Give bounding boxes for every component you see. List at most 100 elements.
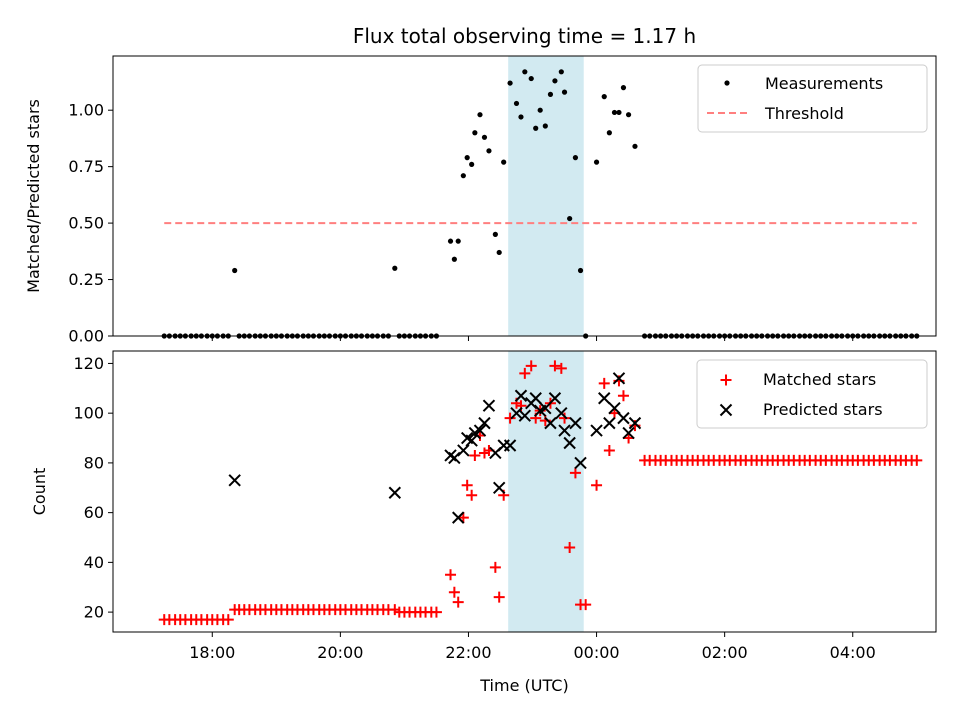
measurement-point bbox=[501, 159, 507, 165]
y-tick-label: 0.50 bbox=[68, 214, 104, 233]
predicted-star-point bbox=[612, 372, 626, 385]
matched-star-point bbox=[493, 591, 505, 603]
y-tick-label: 0.00 bbox=[68, 327, 104, 346]
x-tick-label: 22:00 bbox=[445, 643, 491, 662]
predicted-star-point bbox=[617, 411, 630, 425]
measurement-point bbox=[552, 78, 558, 84]
flux-axes-frame bbox=[112, 55, 937, 337]
legend-matched-marker bbox=[720, 374, 732, 386]
measurement-point bbox=[567, 215, 573, 222]
measurement-point bbox=[616, 109, 622, 116]
measurement-point bbox=[577, 267, 584, 274]
matched-star-point bbox=[591, 479, 603, 491]
measurement-point bbox=[611, 109, 618, 116]
measurement-point bbox=[392, 265, 398, 271]
predicted-star-point bbox=[603, 416, 616, 430]
predicted-star-point bbox=[539, 401, 552, 415]
count-legend: Matched stars Predicted stars bbox=[696, 359, 928, 429]
y-tick-label: 1.00 bbox=[68, 101, 104, 120]
predicted-star-point bbox=[465, 434, 478, 447]
measurement-point bbox=[451, 256, 457, 262]
matched-star-point bbox=[457, 512, 469, 524]
measurement-point bbox=[561, 89, 568, 95]
count-panel: 20 40 60 80 100 120 18:00 20:00 22:00 00:00 02:00… bbox=[30, 350, 937, 695]
legend-predicted-label: Predicted stars bbox=[763, 400, 883, 419]
measurement-point bbox=[455, 238, 461, 244]
matched-star-point bbox=[466, 489, 478, 501]
matched-star-point bbox=[559, 412, 571, 424]
x-tick-label: 00:00 bbox=[573, 643, 619, 662]
predicted-star-point bbox=[548, 392, 562, 405]
predicted-star-point bbox=[628, 416, 642, 430]
predicted-star-point bbox=[622, 426, 635, 440]
predicted-star-point bbox=[608, 401, 621, 415]
x-tick-label: 20:00 bbox=[317, 643, 363, 662]
y-tick-label: 120 bbox=[73, 354, 104, 373]
measurement-point bbox=[472, 130, 478, 136]
predicted-star-point bbox=[598, 392, 611, 405]
measurement-point bbox=[620, 85, 627, 91]
matched-star-point bbox=[448, 586, 460, 598]
measurement-point bbox=[447, 238, 454, 244]
predicted-star-point bbox=[492, 481, 506, 494]
matched-star-point bbox=[911, 454, 923, 466]
measurement-point bbox=[507, 80, 513, 86]
matched-star-point bbox=[525, 360, 537, 372]
count-axes-frame bbox=[112, 350, 937, 633]
measurement-point bbox=[528, 75, 534, 82]
count-legend-box bbox=[696, 359, 928, 429]
predicted-star-point bbox=[388, 486, 402, 499]
matched-star-point bbox=[430, 606, 442, 618]
measurement-point bbox=[606, 130, 612, 136]
predicted-stars-points bbox=[228, 372, 642, 524]
predicted-star-point bbox=[457, 444, 470, 457]
measurement-point bbox=[593, 159, 600, 165]
flux-observing-window-span bbox=[508, 56, 584, 336]
matched-star-point bbox=[452, 596, 464, 608]
y-tick-label: 80 bbox=[84, 453, 104, 472]
predicted-star-point bbox=[555, 406, 568, 420]
measurement-point bbox=[477, 112, 483, 118]
measurement-point bbox=[632, 143, 638, 149]
matched-star-point bbox=[445, 569, 457, 581]
y-tick-label: 20 bbox=[84, 603, 104, 622]
matched-star-point bbox=[598, 377, 610, 389]
flux-legend: Measurements Threshold bbox=[697, 64, 928, 133]
count-y-axis-label: Count bbox=[30, 468, 49, 516]
predicted-star-point bbox=[478, 416, 491, 430]
legend-measurements-marker bbox=[724, 80, 730, 86]
predicted-star-point bbox=[574, 456, 587, 470]
matched-star-point bbox=[461, 479, 473, 491]
x-axis-label: Time (UTC) bbox=[479, 676, 568, 695]
flux-y-ticks: 0.00 0.25 0.50 0.75 1.00 bbox=[68, 101, 113, 346]
predicted-star-point bbox=[590, 424, 603, 437]
predicted-star-point bbox=[544, 416, 557, 430]
flux-x-ticks bbox=[211, 336, 854, 341]
matched-star-point bbox=[519, 367, 531, 379]
matched-star-point bbox=[489, 561, 501, 573]
matched-star-point bbox=[222, 614, 234, 626]
flux-panel: 0.00 0.25 0.50 0.75 1.00 Flux total observin… bbox=[24, 24, 937, 346]
matched-star-point bbox=[617, 390, 629, 402]
measurement-point bbox=[572, 155, 579, 161]
y-tick-label: 40 bbox=[84, 553, 104, 572]
measurement-point bbox=[492, 231, 498, 237]
y-tick-label: 0.75 bbox=[68, 157, 104, 176]
legend-threshold-label: Threshold bbox=[764, 104, 844, 123]
predicted-star-point bbox=[563, 436, 576, 450]
measurement-point bbox=[601, 94, 607, 100]
y-tick-label: 100 bbox=[73, 404, 104, 423]
measurement-point bbox=[547, 91, 554, 97]
predicted-star-point bbox=[569, 416, 582, 430]
y-tick-label: 60 bbox=[84, 503, 104, 522]
matched-star-point bbox=[603, 444, 615, 456]
measurement-point bbox=[533, 125, 539, 131]
matched-star-point bbox=[555, 362, 567, 374]
measurement-point bbox=[558, 69, 564, 75]
measurement-point bbox=[518, 114, 524, 120]
measurement-point bbox=[522, 69, 528, 75]
legend-matched-label: Matched stars bbox=[763, 370, 876, 389]
measurement-point bbox=[232, 267, 238, 274]
chart-title: Flux total observing time = 1.17 h bbox=[353, 24, 696, 48]
